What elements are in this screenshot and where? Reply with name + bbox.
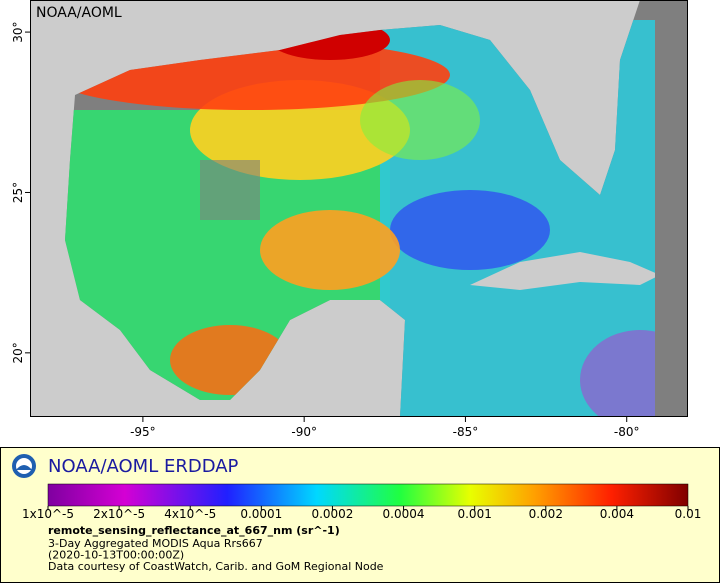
- map-frame: [30, 0, 688, 417]
- colorbar-tick-label: 0.01: [675, 507, 702, 521]
- x-tick-label: -95°: [130, 425, 156, 439]
- legend-box: [0, 447, 720, 583]
- colorbar-tick-label: 1x10^-5: [22, 507, 74, 521]
- colorbar-tick-label: 0.002: [529, 507, 563, 521]
- map: NOAA/AOML: [30, 0, 688, 417]
- colorbar-tick-label: 4x10^-5: [164, 507, 216, 521]
- y-tick-label: 25°: [11, 182, 25, 203]
- colorbar-tick-label: 0.0001: [240, 507, 282, 521]
- legend-line: 3-Day Aggregated MODIS Aqua Rrs667: [48, 537, 263, 550]
- y-tick-label: 20°: [11, 342, 25, 363]
- x-tick-label: -85°: [453, 425, 479, 439]
- legend-line: Data courtesy of CoastWatch, Carib. and …: [48, 560, 384, 573]
- colorbar-tick-label: 0.001: [457, 507, 491, 521]
- y-tick-label: 30°: [11, 21, 25, 42]
- colorbar: [47, 483, 689, 507]
- legend-title: NOAA/AOML ERDDAP: [48, 456, 239, 477]
- cuba: [470, 252, 660, 290]
- no-data: [655, 0, 688, 417]
- colorbar-tick-label: 2x10^-5: [93, 507, 145, 521]
- legend-line: (2020-10-13T00:00:00Z): [48, 549, 184, 562]
- x-tick-label: -90°: [291, 425, 317, 439]
- x-tick-label: -80°: [614, 425, 640, 439]
- variable: remote_sensing_reflectance_at_667_nm (sr…: [48, 524, 340, 537]
- colorbar-tick-label: 0.0004: [383, 507, 425, 521]
- noaa-logo: [12, 454, 36, 478]
- colorbar-tick-label: 0.004: [600, 507, 634, 521]
- map-label: NOAA/AOML: [36, 5, 122, 21]
- colorbar-tick-label: 0.0002: [311, 507, 353, 521]
